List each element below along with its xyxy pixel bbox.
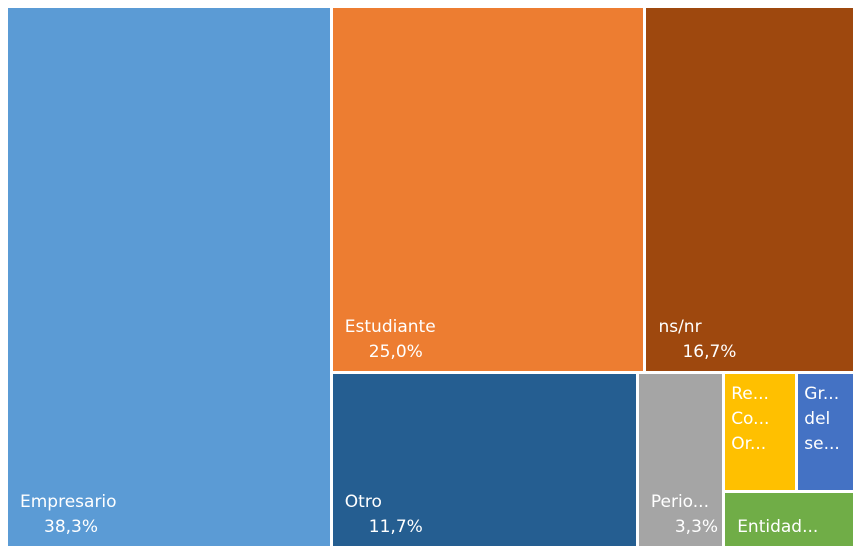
- cell-value: 25,0%: [368, 341, 423, 362]
- cell-label: Re... Co... Or...: [731, 383, 770, 454]
- cell-value: 38,3%: [44, 517, 99, 537]
- treemap-cell: Estudiante 25,0%: [332, 8, 644, 371]
- treemap-cell: Perio... 3,3%: [638, 373, 723, 546]
- cell-label: Perio...: [650, 491, 709, 512]
- cell-label: Otro: [344, 491, 382, 512]
- cell-value: 11,7%: [368, 516, 423, 537]
- cell-label: Gr... del se...: [804, 383, 840, 454]
- treemap-cell: Entidad...: [725, 492, 853, 546]
- cell-label: Entidad...: [737, 516, 819, 537]
- cell-value: 16,7%: [682, 341, 737, 362]
- treemap-cell: Empresario 38,3%: [8, 8, 330, 546]
- treemap-cell: Gr... del se...: [798, 373, 853, 490]
- treemap-cell: ns/nr 16,7%: [646, 8, 853, 371]
- cell-label: ns/nr: [658, 316, 702, 337]
- cell-label: Estudiante: [344, 316, 436, 337]
- cell-label: Empresario: [20, 492, 117, 512]
- treemap-cell: Re... Co... Or...: [725, 373, 796, 490]
- treemap-cell: Otro 11,7%: [332, 373, 636, 546]
- cell-value: 3,3%: [674, 516, 719, 537]
